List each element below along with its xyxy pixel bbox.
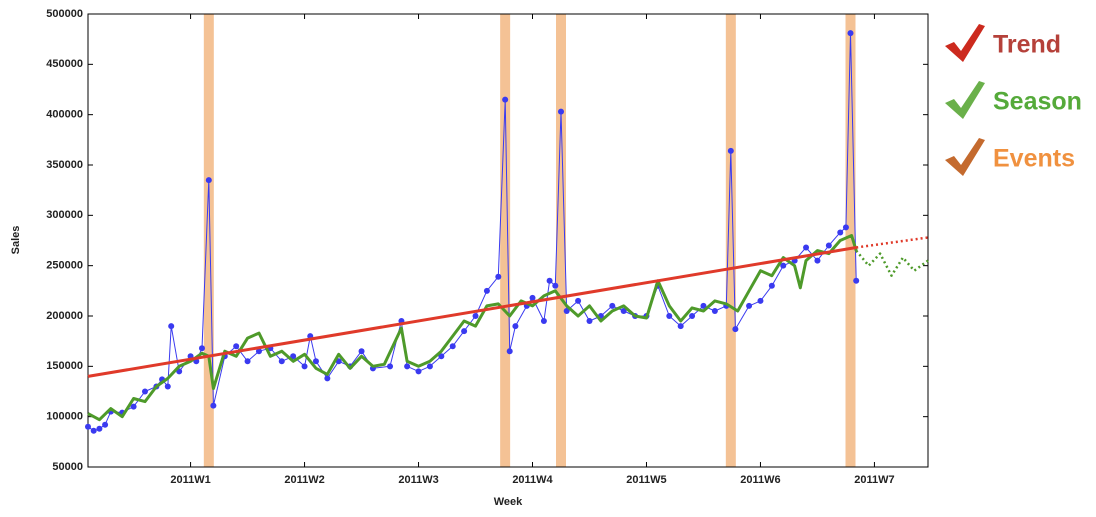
data-point	[557, 108, 564, 115]
data-point	[540, 318, 547, 325]
data-point	[324, 375, 331, 382]
y-tick-label: 400000	[46, 109, 83, 121]
x-axis-label: Week	[494, 496, 523, 508]
data-point	[620, 307, 627, 314]
data-point	[563, 307, 570, 314]
y-tick-label: 150000	[46, 360, 83, 372]
x-tick-label: 2011W5	[626, 474, 666, 486]
data-point	[711, 307, 718, 314]
event-band	[203, 14, 214, 467]
y-tick-label: 200000	[46, 310, 83, 322]
plot-frame	[87, 13, 929, 468]
data-point	[529, 294, 536, 301]
data-point	[233, 343, 240, 350]
series-line	[87, 246, 857, 378]
data-point	[130, 403, 137, 410]
data-point	[168, 323, 175, 330]
data-point	[387, 363, 394, 370]
data-point	[746, 302, 753, 309]
data-point	[255, 348, 262, 355]
series-line	[87, 32, 857, 432]
data-point	[198, 345, 205, 352]
data-point	[546, 277, 553, 284]
data-point	[90, 427, 97, 434]
y-tick-label: 300000	[46, 209, 83, 221]
event-band	[845, 14, 856, 467]
data-point	[358, 348, 365, 355]
data-point	[732, 326, 739, 333]
event-band	[555, 14, 566, 467]
data-point	[666, 313, 673, 319]
data-point	[837, 229, 844, 236]
data-point	[853, 277, 860, 284]
data-point	[85, 423, 91, 430]
forecast-line	[855, 249, 929, 277]
y-axis-label: Sales	[10, 226, 22, 255]
legend-label: Trend	[993, 31, 1061, 59]
data-point	[472, 313, 479, 319]
data-point	[278, 358, 285, 365]
data-point	[244, 358, 251, 365]
data-point	[727, 147, 734, 154]
x-tick-label: 2011W6	[740, 474, 780, 486]
data-point	[677, 323, 684, 330]
data-point	[438, 353, 445, 360]
data-point	[825, 242, 832, 249]
data-point	[461, 328, 468, 335]
y-tick-label: 500000	[46, 8, 83, 20]
data-point	[164, 383, 171, 390]
x-tick-label: 2011W7	[854, 474, 894, 486]
data-point	[689, 313, 696, 319]
data-point	[814, 257, 821, 264]
x-tick-label: 2011W4	[512, 474, 553, 486]
data-point	[290, 353, 297, 360]
data-point	[449, 343, 456, 350]
legend-label: Events	[993, 145, 1075, 173]
data-point	[609, 302, 616, 309]
y-tick-label: 250000	[46, 260, 83, 272]
legend-check	[945, 138, 985, 176]
data-point	[102, 421, 109, 428]
y-tick-label: 50000	[52, 461, 83, 473]
data-point	[506, 348, 513, 355]
x-tick-label: 2011W1	[170, 474, 210, 486]
legend-check	[945, 24, 985, 62]
data-point	[803, 244, 810, 251]
data-point	[502, 96, 509, 103]
data-point	[205, 177, 212, 184]
data-point	[210, 402, 217, 409]
data-point	[780, 262, 787, 269]
data-point	[586, 318, 593, 325]
legend-label: Season	[993, 88, 1082, 116]
data-point	[301, 363, 308, 370]
data-point	[552, 282, 559, 289]
data-point	[483, 287, 490, 294]
data-point	[415, 368, 422, 375]
y-tick-label: 350000	[46, 159, 83, 171]
data-point	[842, 224, 849, 231]
legend-check	[945, 81, 985, 119]
event-band	[725, 14, 736, 467]
event-band	[500, 14, 511, 467]
data-point	[141, 388, 148, 395]
y-tick-label: 100000	[46, 411, 83, 423]
data-point	[96, 425, 103, 432]
data-point	[312, 358, 319, 365]
data-point	[575, 297, 582, 304]
data-point	[768, 282, 775, 289]
x-tick-label: 2011W2	[284, 474, 324, 486]
series-line	[87, 234, 858, 422]
x-tick-label: 2011W3	[398, 474, 438, 486]
data-point	[404, 363, 411, 370]
data-point	[700, 302, 707, 309]
data-point	[495, 273, 502, 280]
data-point	[426, 363, 433, 370]
y-tick-label: 450000	[46, 58, 83, 70]
data-point	[512, 323, 519, 330]
data-point	[757, 297, 764, 304]
forecast-line	[856, 236, 929, 249]
data-point	[847, 30, 854, 37]
